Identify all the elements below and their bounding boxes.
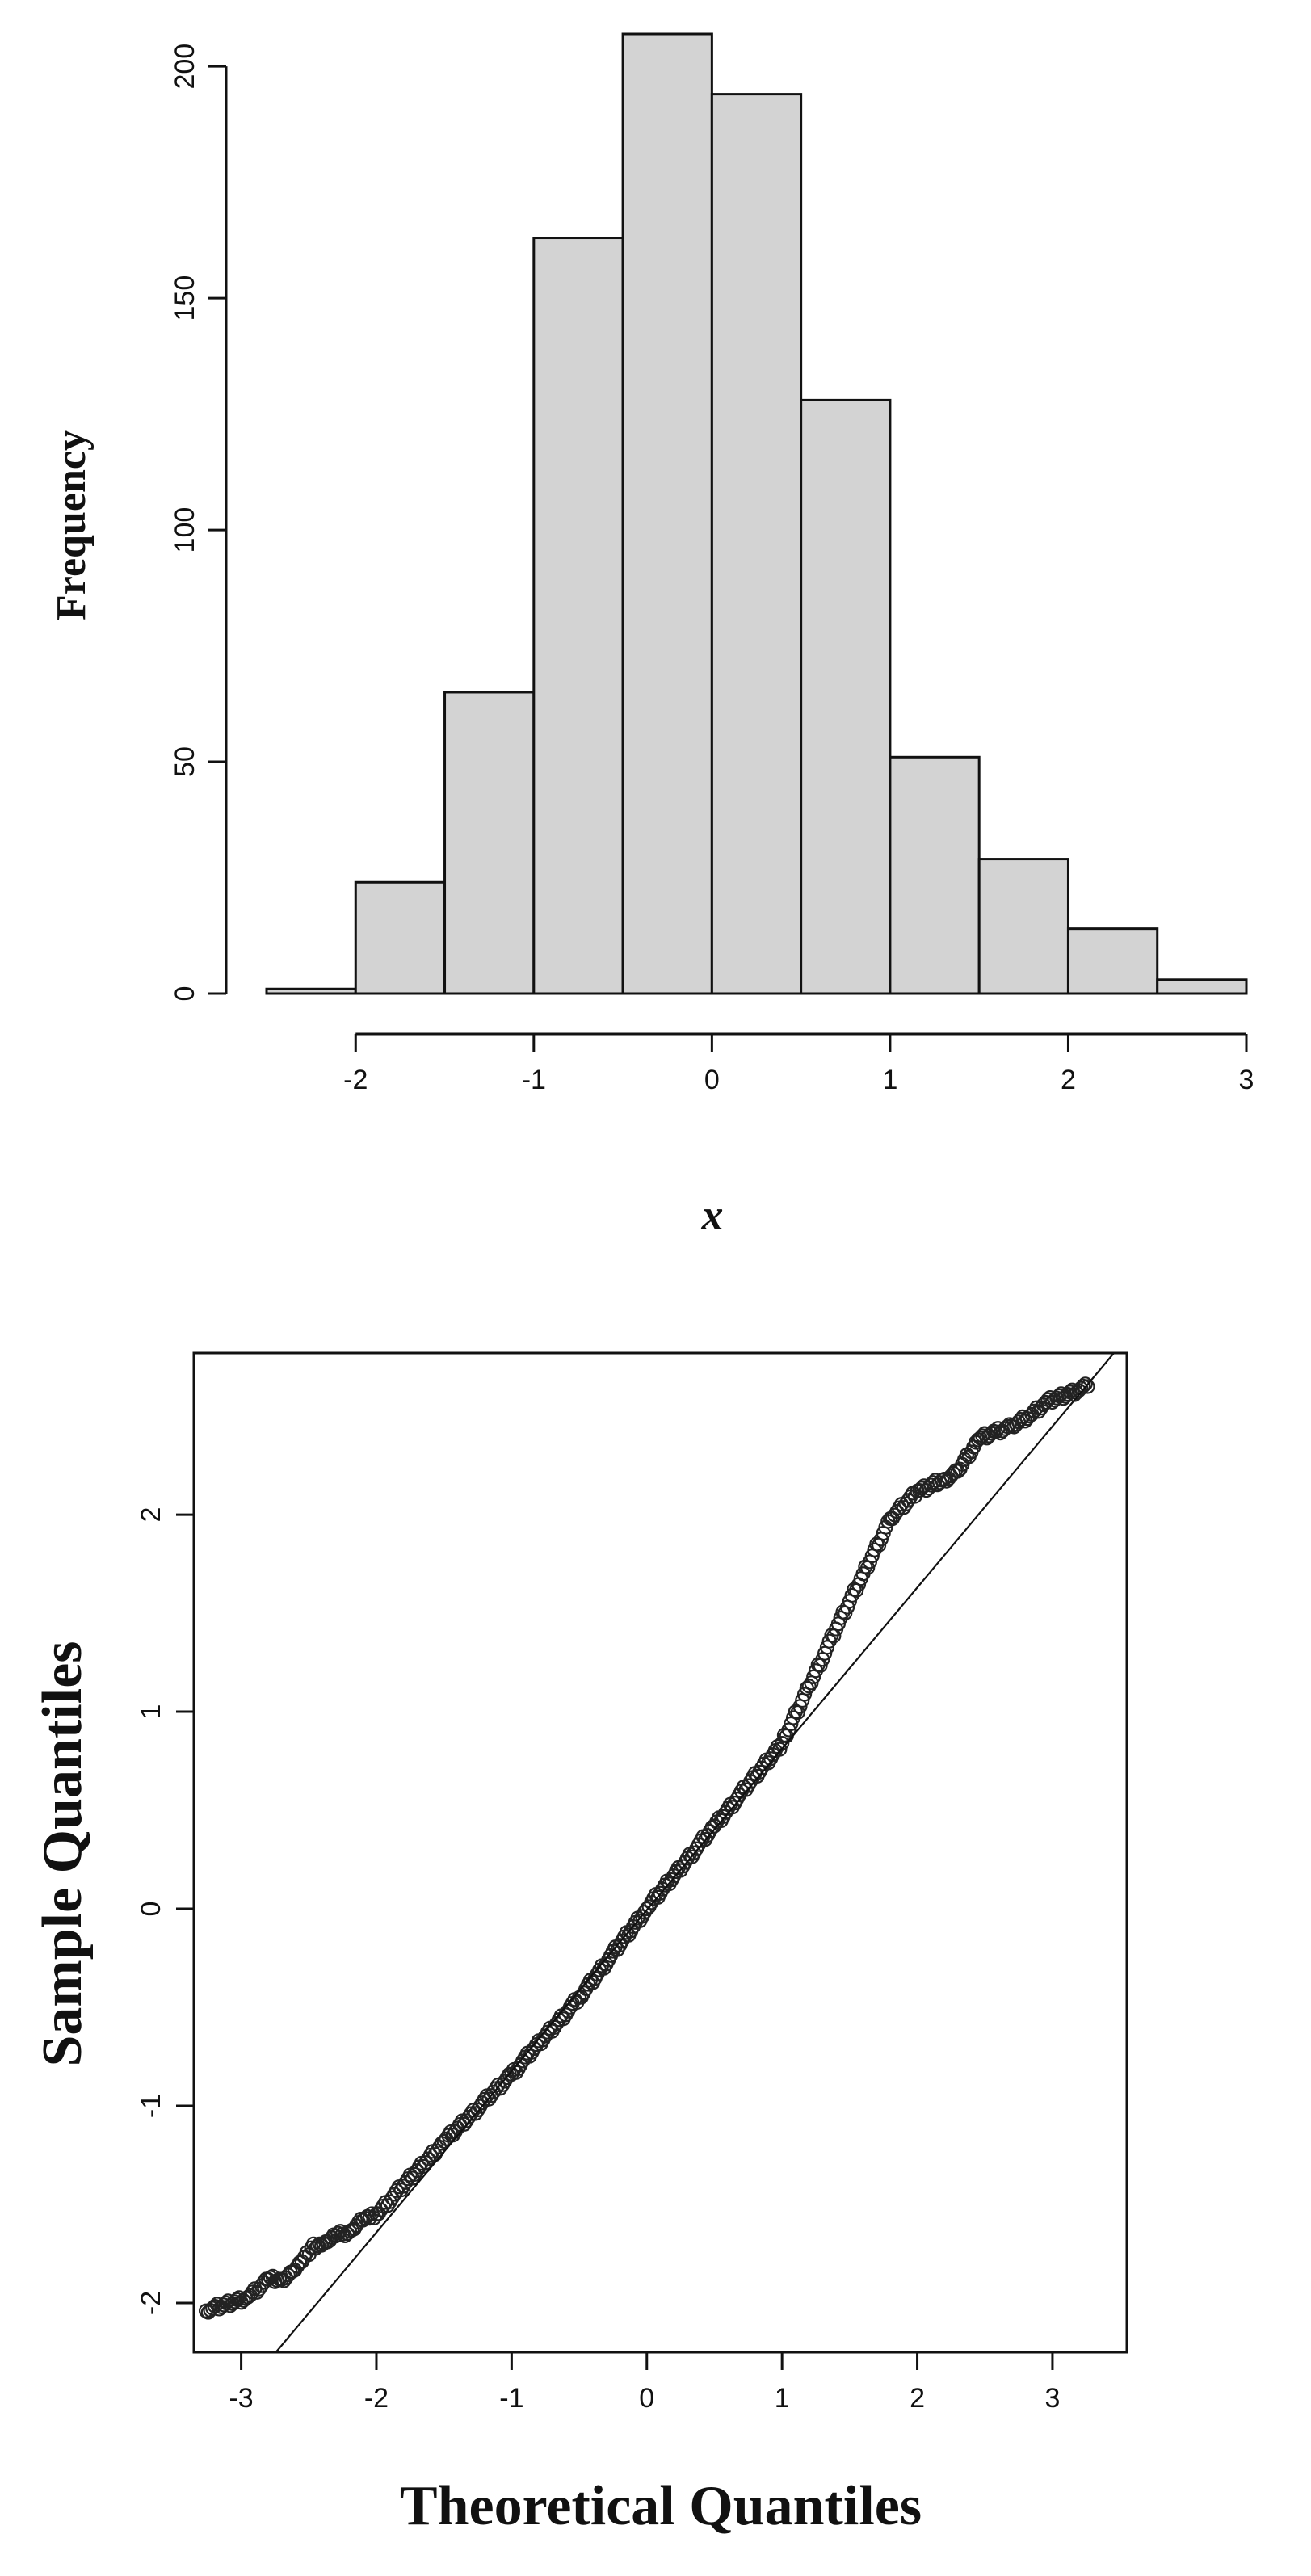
- qq-point: [772, 1742, 788, 1757]
- histogram-x-axis-label: x: [701, 1191, 724, 1239]
- qq-point: [456, 2116, 472, 2132]
- qq-point: [912, 1482, 927, 1498]
- histogram-bar: [532, 237, 624, 995]
- qq-y-tick-label: 1: [136, 1704, 166, 1720]
- qq-point: [932, 1475, 948, 1490]
- qq-point: [930, 1477, 945, 1493]
- qq-point: [495, 2077, 511, 2092]
- qq-x-tick-label: 1: [775, 2383, 790, 2414]
- histogram-y-tick-label: 50: [170, 746, 200, 777]
- histogram-bar: [1156, 978, 1248, 995]
- histogram-y-axis: 0 50 100 150 200: [170, 44, 228, 1002]
- qq-point: [1080, 1379, 1095, 1394]
- qq-point: [337, 2228, 353, 2243]
- qq-x-axis-label: Theoretical Quantiles: [400, 2475, 922, 2537]
- qq-y-axis: -2 -1 0 1 2: [136, 1507, 194, 2315]
- qq-point: [887, 1507, 902, 1523]
- qq-point: [896, 1500, 911, 1515]
- qq-point: [1075, 1378, 1091, 1394]
- qq-x-axis: -3 -2 -1 0 1 2 3: [229, 2352, 1060, 2414]
- histogram-y-tick-label: 150: [170, 275, 200, 321]
- qq-x-tick-label: 3: [1044, 2383, 1060, 2414]
- histogram-y-tick-label: 100: [170, 507, 200, 553]
- qq-point: [898, 1496, 914, 1511]
- qq-y-tick-label: -1: [136, 2094, 166, 2118]
- histogram-y-tick-label: 0: [170, 986, 200, 1002]
- qq-y-tick-label: 2: [136, 1507, 166, 1523]
- histogram-bar: [621, 32, 713, 995]
- qq-point: [330, 2225, 346, 2241]
- qq-x-tick-label: 2: [910, 2383, 925, 2414]
- qq-point: [233, 2295, 249, 2310]
- histogram-x-tick-label: -2: [343, 1065, 368, 1095]
- qq-plot-points: [198, 1376, 1095, 2320]
- histogram-bar: [354, 880, 447, 995]
- histogram-bar: [800, 398, 892, 995]
- qq-point: [497, 2074, 513, 2089]
- qq-point: [470, 2102, 485, 2118]
- qq-point: [1028, 1400, 1044, 1415]
- qq-y-axis-label: Sample Quantiles: [32, 1641, 94, 2066]
- qq-x-tick-label: -3: [229, 2383, 253, 2414]
- qq-point: [493, 2081, 508, 2096]
- histogram-x-tick-label: 2: [1061, 1065, 1076, 1095]
- histogram-y-axis-label: Frequency: [48, 430, 95, 620]
- qq-x-tick-label: -1: [499, 2383, 523, 2414]
- histogram-y-tick-label: 200: [170, 44, 200, 90]
- qq-point: [796, 1687, 813, 1702]
- histogram-x-axis: -2 -1 0 1 2 3: [343, 1032, 1254, 1095]
- histogram-bar: [265, 987, 357, 995]
- qq-point: [292, 2255, 308, 2270]
- histogram-bar: [977, 858, 1069, 995]
- histogram-bar: [889, 755, 981, 995]
- qq-point: [459, 2113, 474, 2128]
- histogram-x-tick-label: 1: [882, 1065, 897, 1095]
- qq-point: [981, 1428, 997, 1443]
- qq-point: [288, 2263, 303, 2278]
- histogram-bar: [1066, 927, 1159, 995]
- histogram-bars: [265, 32, 1248, 995]
- qq-point: [885, 1511, 900, 1527]
- qq-plot-chart: -2 -1 0 1 2 -3 -2 -1 0 1 2 3 Sample Quantiles Theo…: [32, 1351, 1128, 2537]
- histogram-x-tick-label: -1: [522, 1065, 546, 1095]
- histogram-chart: 0 50 100 150 200 -2 -1 0 1 2 3 Frequency x: [48, 32, 1254, 1239]
- qq-point: [333, 2224, 348, 2239]
- qq-point: [1074, 1380, 1089, 1396]
- qq-x-tick-label: -2: [364, 2383, 389, 2414]
- histogram-x-tick-label: 0: [704, 1065, 720, 1095]
- qq-point: [1078, 1376, 1093, 1392]
- histogram-bar: [443, 691, 536, 995]
- qq-point: [801, 1679, 817, 1694]
- qq-point: [468, 2106, 483, 2121]
- qq-point: [314, 2238, 330, 2253]
- qq-point: [289, 2259, 305, 2274]
- histogram-x-tick-label: 3: [1239, 1065, 1254, 1095]
- qq-y-tick-label: -2: [136, 2291, 166, 2315]
- qq-reference-line: [275, 1352, 1115, 2353]
- histogram-bar: [710, 93, 803, 995]
- qq-y-tick-label: 0: [136, 1902, 166, 1917]
- qq-plot-frame: [192, 1351, 1128, 2354]
- qq-point: [1011, 1414, 1026, 1430]
- qq-x-tick-label: 0: [639, 2383, 654, 2414]
- qq-point: [484, 2088, 499, 2103]
- qq-point: [473, 2099, 488, 2114]
- qq-point: [481, 2091, 497, 2107]
